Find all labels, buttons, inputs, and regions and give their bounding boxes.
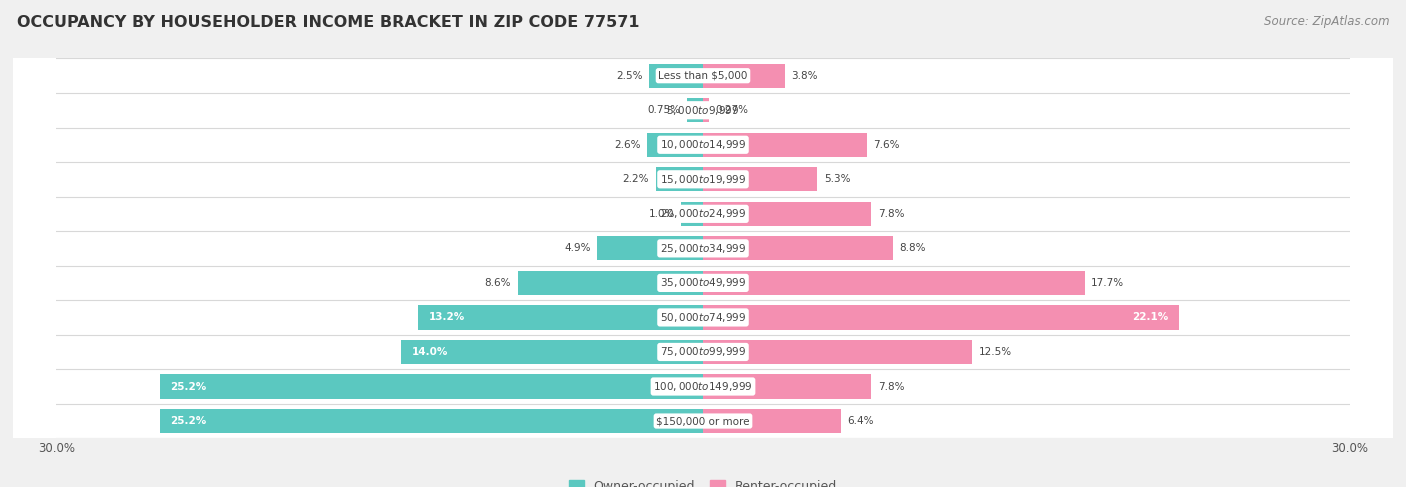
Bar [160,409,703,433]
Text: 2.5%: 2.5% [616,71,643,81]
Text: 17.7%: 17.7% [1091,278,1125,288]
Bar [688,98,703,122]
Text: $15,000 to $19,999: $15,000 to $19,999 [659,173,747,186]
Text: 25.2%: 25.2% [170,416,207,426]
Text: $150,000 or more: $150,000 or more [657,416,749,426]
Bar [650,64,703,88]
Text: Source: ZipAtlas.com: Source: ZipAtlas.com [1264,15,1389,28]
Text: 1.0%: 1.0% [648,209,675,219]
Text: 2.2%: 2.2% [623,174,650,184]
Bar [13,335,1393,369]
Text: 4.9%: 4.9% [564,244,591,253]
Bar [517,271,703,295]
Bar [598,236,703,261]
Text: 22.1%: 22.1% [1132,313,1168,322]
Text: 3.8%: 3.8% [792,71,818,81]
Text: 8.8%: 8.8% [900,244,925,253]
Text: $25,000 to $34,999: $25,000 to $34,999 [659,242,747,255]
Text: 5.3%: 5.3% [824,174,851,184]
Bar [703,409,841,433]
Text: $100,000 to $149,999: $100,000 to $149,999 [654,380,752,393]
Legend: Owner-occupied, Renter-occupied: Owner-occupied, Renter-occupied [568,480,838,487]
Bar [682,202,703,226]
Bar [401,340,703,364]
Text: $75,000 to $99,999: $75,000 to $99,999 [659,345,747,358]
Bar [13,58,1393,93]
Bar [13,197,1393,231]
Text: 0.75%: 0.75% [647,105,681,115]
Bar [13,231,1393,265]
Text: 7.8%: 7.8% [877,209,904,219]
Bar [703,236,893,261]
Text: $5,000 to $9,999: $5,000 to $9,999 [666,104,740,117]
Bar [13,369,1393,404]
Bar [703,305,1180,330]
Bar [13,128,1393,162]
Bar [703,98,709,122]
Bar [655,167,703,191]
Bar [703,132,868,157]
Text: $20,000 to $24,999: $20,000 to $24,999 [659,207,747,220]
Bar [13,162,1393,197]
Text: 7.8%: 7.8% [877,381,904,392]
Text: $50,000 to $74,999: $50,000 to $74,999 [659,311,747,324]
Text: 14.0%: 14.0% [412,347,449,357]
Text: OCCUPANCY BY HOUSEHOLDER INCOME BRACKET IN ZIP CODE 77571: OCCUPANCY BY HOUSEHOLDER INCOME BRACKET … [17,15,640,30]
Text: $10,000 to $14,999: $10,000 to $14,999 [659,138,747,151]
Text: 7.6%: 7.6% [873,140,900,150]
Text: 25.2%: 25.2% [170,381,207,392]
Bar [703,375,872,398]
Bar [13,300,1393,335]
Text: 8.6%: 8.6% [485,278,512,288]
Bar [703,340,973,364]
Bar [703,202,872,226]
Bar [160,375,703,398]
Bar [647,132,703,157]
Text: 2.6%: 2.6% [614,140,641,150]
Text: 13.2%: 13.2% [429,313,465,322]
Text: 0.27%: 0.27% [716,105,748,115]
Bar [419,305,703,330]
Bar [13,265,1393,300]
Text: Less than $5,000: Less than $5,000 [658,71,748,81]
Bar [703,167,817,191]
Text: $35,000 to $49,999: $35,000 to $49,999 [659,277,747,289]
Bar [703,64,785,88]
Bar [703,271,1084,295]
Bar [13,404,1393,438]
Text: 12.5%: 12.5% [979,347,1012,357]
Bar [13,93,1393,128]
Text: 6.4%: 6.4% [848,416,875,426]
